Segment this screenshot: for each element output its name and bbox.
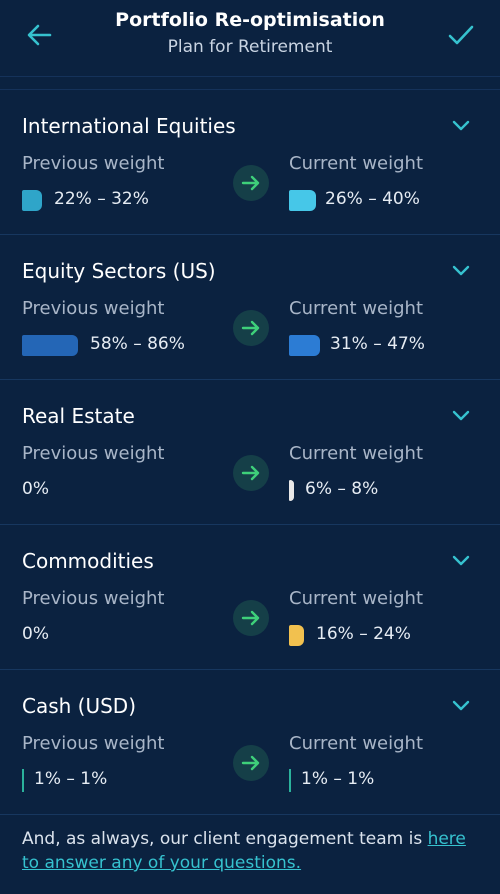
- chevron-down-icon[interactable]: [450, 407, 472, 425]
- previous-weight-label: Previous weight: [22, 298, 165, 319]
- change-arrow: [233, 745, 269, 781]
- chevron-down-icon[interactable]: [450, 117, 472, 135]
- current-weight-swatch: [289, 480, 294, 501]
- chevron-down-icon[interactable]: [450, 262, 472, 280]
- footer-note: And, as always, our client engagement te…: [22, 827, 478, 875]
- arrow-right-icon: [241, 320, 260, 336]
- item-title: Cash (USD): [22, 694, 137, 718]
- current-weight-label: Current weight: [289, 733, 424, 754]
- current-weight-value: 31% – 47%: [330, 334, 425, 354]
- arrow-right-icon: [241, 610, 260, 626]
- current-weight-swatch: [289, 625, 304, 646]
- item-title: International Equities: [22, 114, 236, 138]
- arrow-right-icon: [241, 465, 260, 481]
- item-title: Real Estate: [22, 404, 135, 428]
- previous-weight-swatch: [22, 769, 24, 792]
- current-weight-swatch: [289, 190, 316, 211]
- previous-weight-label: Previous weight: [22, 153, 165, 174]
- footer-text: And, as always, our client engagement te…: [22, 829, 428, 849]
- previous-weight-value: 0%: [22, 624, 49, 644]
- allocation-item-cash-usd[interactable]: Cash (USD) Previous weight Current weigh…: [0, 670, 500, 815]
- confirm-button[interactable]: [444, 18, 478, 52]
- current-weight-value: 16% – 24%: [316, 624, 411, 644]
- current-weight-label: Current weight: [289, 298, 424, 319]
- checkmark-icon: [448, 25, 474, 45]
- allocation-list: International Equities Previous weight C…: [0, 90, 500, 815]
- arrow-right-icon: [241, 175, 260, 191]
- allocation-item-real-estate[interactable]: Real Estate Previous weight Current weig…: [0, 380, 500, 525]
- page-title: Portfolio Re-optimisation: [115, 9, 385, 31]
- arrow-left-icon: [27, 24, 52, 46]
- list-top-divider: [0, 89, 500, 90]
- allocation-item-commodities[interactable]: Commodities Previous weight Current weig…: [0, 525, 500, 670]
- current-weight-label: Current weight: [289, 588, 424, 609]
- previous-weight-label: Previous weight: [22, 588, 165, 609]
- previous-weight-swatch: [22, 190, 42, 211]
- change-arrow: [233, 600, 269, 636]
- previous-weight-value: 0%: [22, 479, 49, 499]
- arrow-right-icon: [241, 755, 260, 771]
- back-button[interactable]: [22, 18, 56, 52]
- previous-weight-label: Previous weight: [22, 733, 165, 754]
- current-weight-value: 26% – 40%: [325, 189, 420, 209]
- current-weight-swatch: [289, 769, 291, 792]
- chevron-down-icon[interactable]: [450, 552, 472, 570]
- allocation-item-equity-sectors-us[interactable]: Equity Sectors (US) Previous weight Curr…: [0, 235, 500, 380]
- current-weight-swatch: [289, 335, 320, 356]
- previous-weight-value: 1% – 1%: [34, 769, 108, 789]
- contact-link[interactable]: here to answer any of your questions.: [22, 829, 466, 873]
- change-arrow: [233, 165, 269, 201]
- previous-weight-swatch: [22, 335, 78, 356]
- change-arrow: [233, 455, 269, 491]
- page-subtitle: Plan for Retirement: [167, 37, 333, 57]
- chevron-down-icon[interactable]: [450, 697, 472, 715]
- header-divider: [0, 76, 500, 77]
- previous-weight-label: Previous weight: [22, 443, 165, 464]
- change-arrow: [233, 310, 269, 346]
- current-weight-label: Current weight: [289, 443, 424, 464]
- current-weight-label: Current weight: [289, 153, 424, 174]
- item-title: Commodities: [22, 549, 154, 573]
- top-app-bar: Portfolio Re-optimisation Plan for Retir…: [0, 0, 500, 88]
- current-weight-value: 6% – 8%: [305, 479, 379, 499]
- previous-weight-value: 58% – 86%: [90, 334, 185, 354]
- allocation-item-international-equities[interactable]: International Equities Previous weight C…: [0, 90, 500, 235]
- previous-weight-value: 22% – 32%: [54, 189, 149, 209]
- current-weight-value: 1% – 1%: [301, 769, 375, 789]
- item-title: Equity Sectors (US): [22, 259, 216, 283]
